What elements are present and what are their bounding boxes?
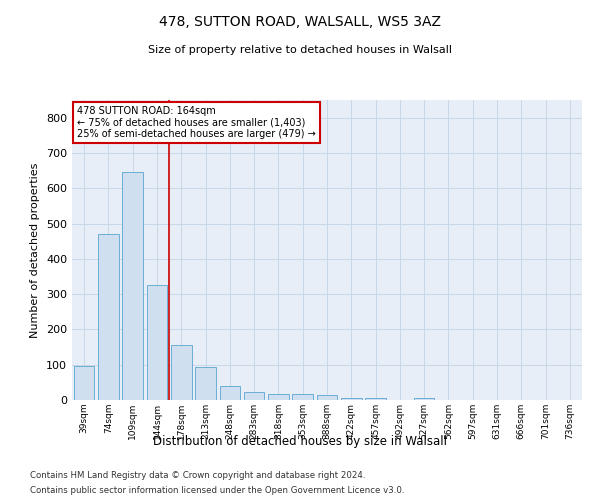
Bar xyxy=(414,398,434,400)
Y-axis label: Number of detached properties: Number of detached properties xyxy=(31,162,40,338)
Bar xyxy=(365,398,386,400)
Bar xyxy=(98,234,119,400)
Text: Contains public sector information licensed under the Open Government Licence v3: Contains public sector information licen… xyxy=(30,486,404,495)
Text: Size of property relative to detached houses in Walsall: Size of property relative to detached ho… xyxy=(148,45,452,55)
Text: Distribution of detached houses by size in Walsall: Distribution of detached houses by size … xyxy=(153,435,447,448)
Bar xyxy=(341,398,362,400)
Bar xyxy=(317,396,337,400)
Bar xyxy=(292,394,313,400)
Bar xyxy=(122,172,143,400)
Bar xyxy=(171,346,191,400)
Bar xyxy=(268,394,289,400)
Bar xyxy=(195,367,216,400)
Bar xyxy=(74,366,94,400)
Text: Contains HM Land Registry data © Crown copyright and database right 2024.: Contains HM Land Registry data © Crown c… xyxy=(30,471,365,480)
Text: 478 SUTTON ROAD: 164sqm
← 75% of detached houses are smaller (1,403)
25% of semi: 478 SUTTON ROAD: 164sqm ← 75% of detache… xyxy=(77,106,316,139)
Bar xyxy=(146,286,167,400)
Bar xyxy=(220,386,240,400)
Text: 478, SUTTON ROAD, WALSALL, WS5 3AZ: 478, SUTTON ROAD, WALSALL, WS5 3AZ xyxy=(159,15,441,29)
Bar xyxy=(244,392,265,400)
